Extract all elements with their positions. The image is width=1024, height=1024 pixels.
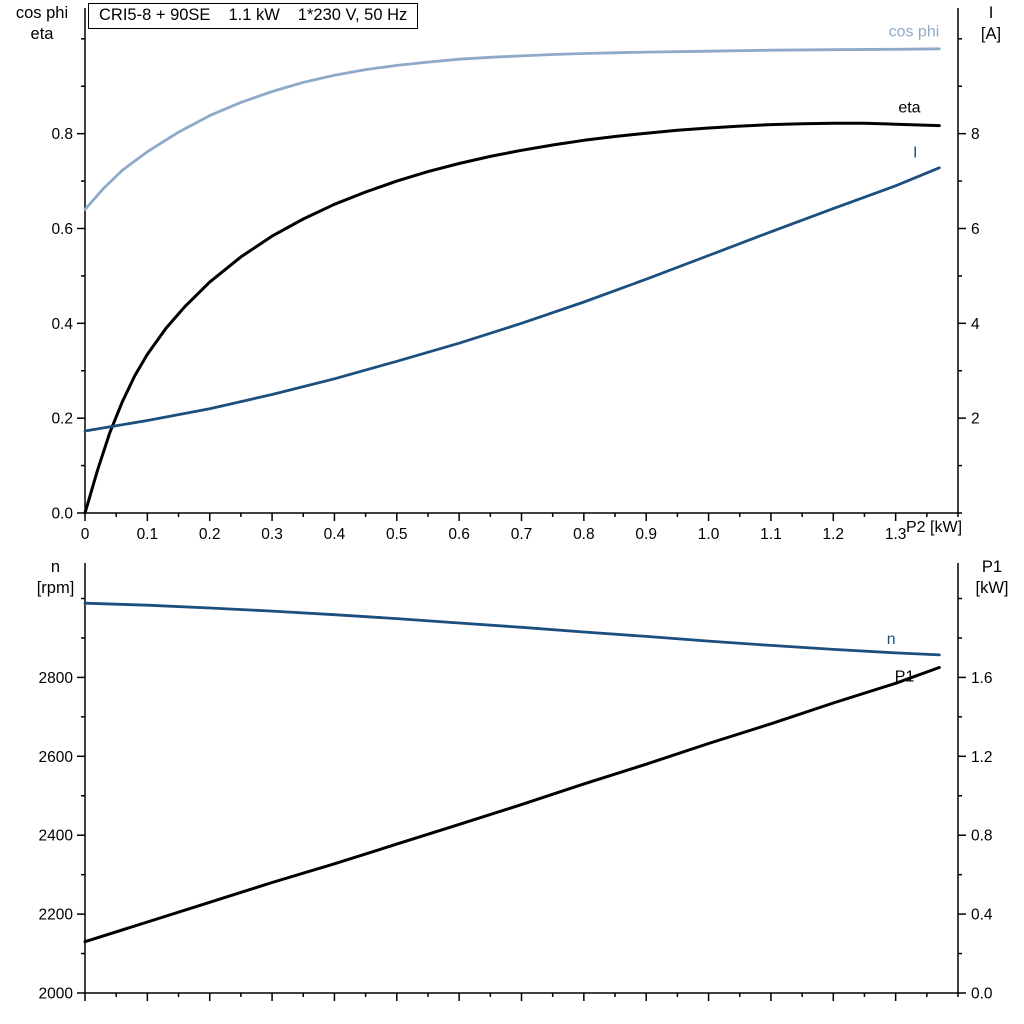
x-tick-label: 0.5 xyxy=(386,526,408,543)
y-right-tick-label: 0.4 xyxy=(971,907,993,924)
x-tick-label: 0.9 xyxy=(635,526,657,543)
x-axis-title: P2 [kW] xyxy=(906,519,963,536)
y-right-tick-label: 2 xyxy=(971,411,980,428)
bottom-panel: 2000 2200 2400 2600 2800 0.0 0.4 0.8 1.2 1.6 n P1 xyxy=(39,563,993,1003)
curve-label-cos-phi: cos phi xyxy=(889,23,940,40)
y-left-tick-label: 0.0 xyxy=(51,506,73,523)
speed-unit-label: [rpm] xyxy=(36,579,75,597)
current-unit-label: [A] xyxy=(980,25,1002,43)
y-left-tick-label: 2800 xyxy=(39,670,74,687)
y-left-tick-label: 0.8 xyxy=(51,126,73,143)
top-right-axis-title: I [A] xyxy=(960,3,1022,45)
eta-curve xyxy=(83,121,941,515)
p1-curve xyxy=(83,666,941,944)
x-tick-label: 0.3 xyxy=(261,526,283,543)
speed-axis-label: n xyxy=(50,558,61,576)
y-left-tick-label: 0.6 xyxy=(51,221,73,238)
x-tick-label: 0 xyxy=(81,526,90,543)
curve-label-p1: P1 xyxy=(895,668,915,685)
top-panel: 0 0.1 0.2 0.3 0.4 0.5 0.6 0.7 0.8 0.9 1.0 1.1 1.2 1.3… xyxy=(51,8,980,543)
current-axis-label: I xyxy=(988,4,994,22)
x-tick-label: 0.6 xyxy=(448,526,470,543)
x-tick-label: 1.0 xyxy=(698,526,720,543)
x-tick-label: 0.1 xyxy=(137,526,159,543)
x-tick-label: 1.1 xyxy=(760,526,782,543)
x-tick-label: 0.8 xyxy=(573,526,595,543)
y-left-tick-label: 0.4 xyxy=(51,316,73,333)
p1-axis-label: P1 xyxy=(981,558,1003,576)
y-right-tick-label: 0.8 xyxy=(971,828,993,845)
title-box: CRI5-8 + 90SE 1.1 kW 1*230 V, 50 Hz xyxy=(88,3,419,29)
bottom-right-axis-title: P1 [kW] xyxy=(962,557,1022,599)
y-right-tick-label: 1.2 xyxy=(971,749,993,766)
cos-phi-axis-label: cos phi xyxy=(15,4,69,22)
y-left-tick-label: 2000 xyxy=(39,986,74,1003)
cos-phi-curve xyxy=(83,47,941,211)
y-left-tick-label: 2600 xyxy=(39,749,74,766)
x-tick-label: 0.4 xyxy=(324,526,346,543)
eta-axis-label: eta xyxy=(30,25,54,43)
top-left-axis-title: cos phi eta xyxy=(2,3,82,45)
curve-label-i: I xyxy=(913,144,917,161)
n-curve xyxy=(83,601,941,657)
y-right-tick-label: 8 xyxy=(971,126,980,143)
pump-supply: 1*230 V, 50 Hz xyxy=(297,6,408,24)
y-right-tick-label: 0.0 xyxy=(971,986,993,1003)
curve-label-n: n xyxy=(887,631,896,648)
x-tick-label: 1.2 xyxy=(823,526,845,543)
pump-power: 1.1 kW xyxy=(228,6,280,24)
y-left-tick-label: 2400 xyxy=(39,828,74,845)
p1-unit-label: [kW] xyxy=(975,579,1009,597)
y-left-tick-label: 0.2 xyxy=(51,411,73,428)
pump-model: CRI5-8 + 90SE xyxy=(99,6,211,24)
x-tick-label: 0.2 xyxy=(199,526,221,543)
curve-label-eta: eta xyxy=(898,99,920,116)
y-right-tick-label: 6 xyxy=(971,221,980,238)
y-right-tick-label: 4 xyxy=(971,316,980,333)
y-right-tick-label: 1.6 xyxy=(971,670,993,687)
y-left-tick-label: 2200 xyxy=(39,907,74,924)
x-tick-label: 1.3 xyxy=(885,526,907,543)
i-curve xyxy=(83,166,941,433)
x-tick-label: 0.7 xyxy=(511,526,533,543)
bottom-left-axis-title: n [rpm] xyxy=(18,557,93,599)
